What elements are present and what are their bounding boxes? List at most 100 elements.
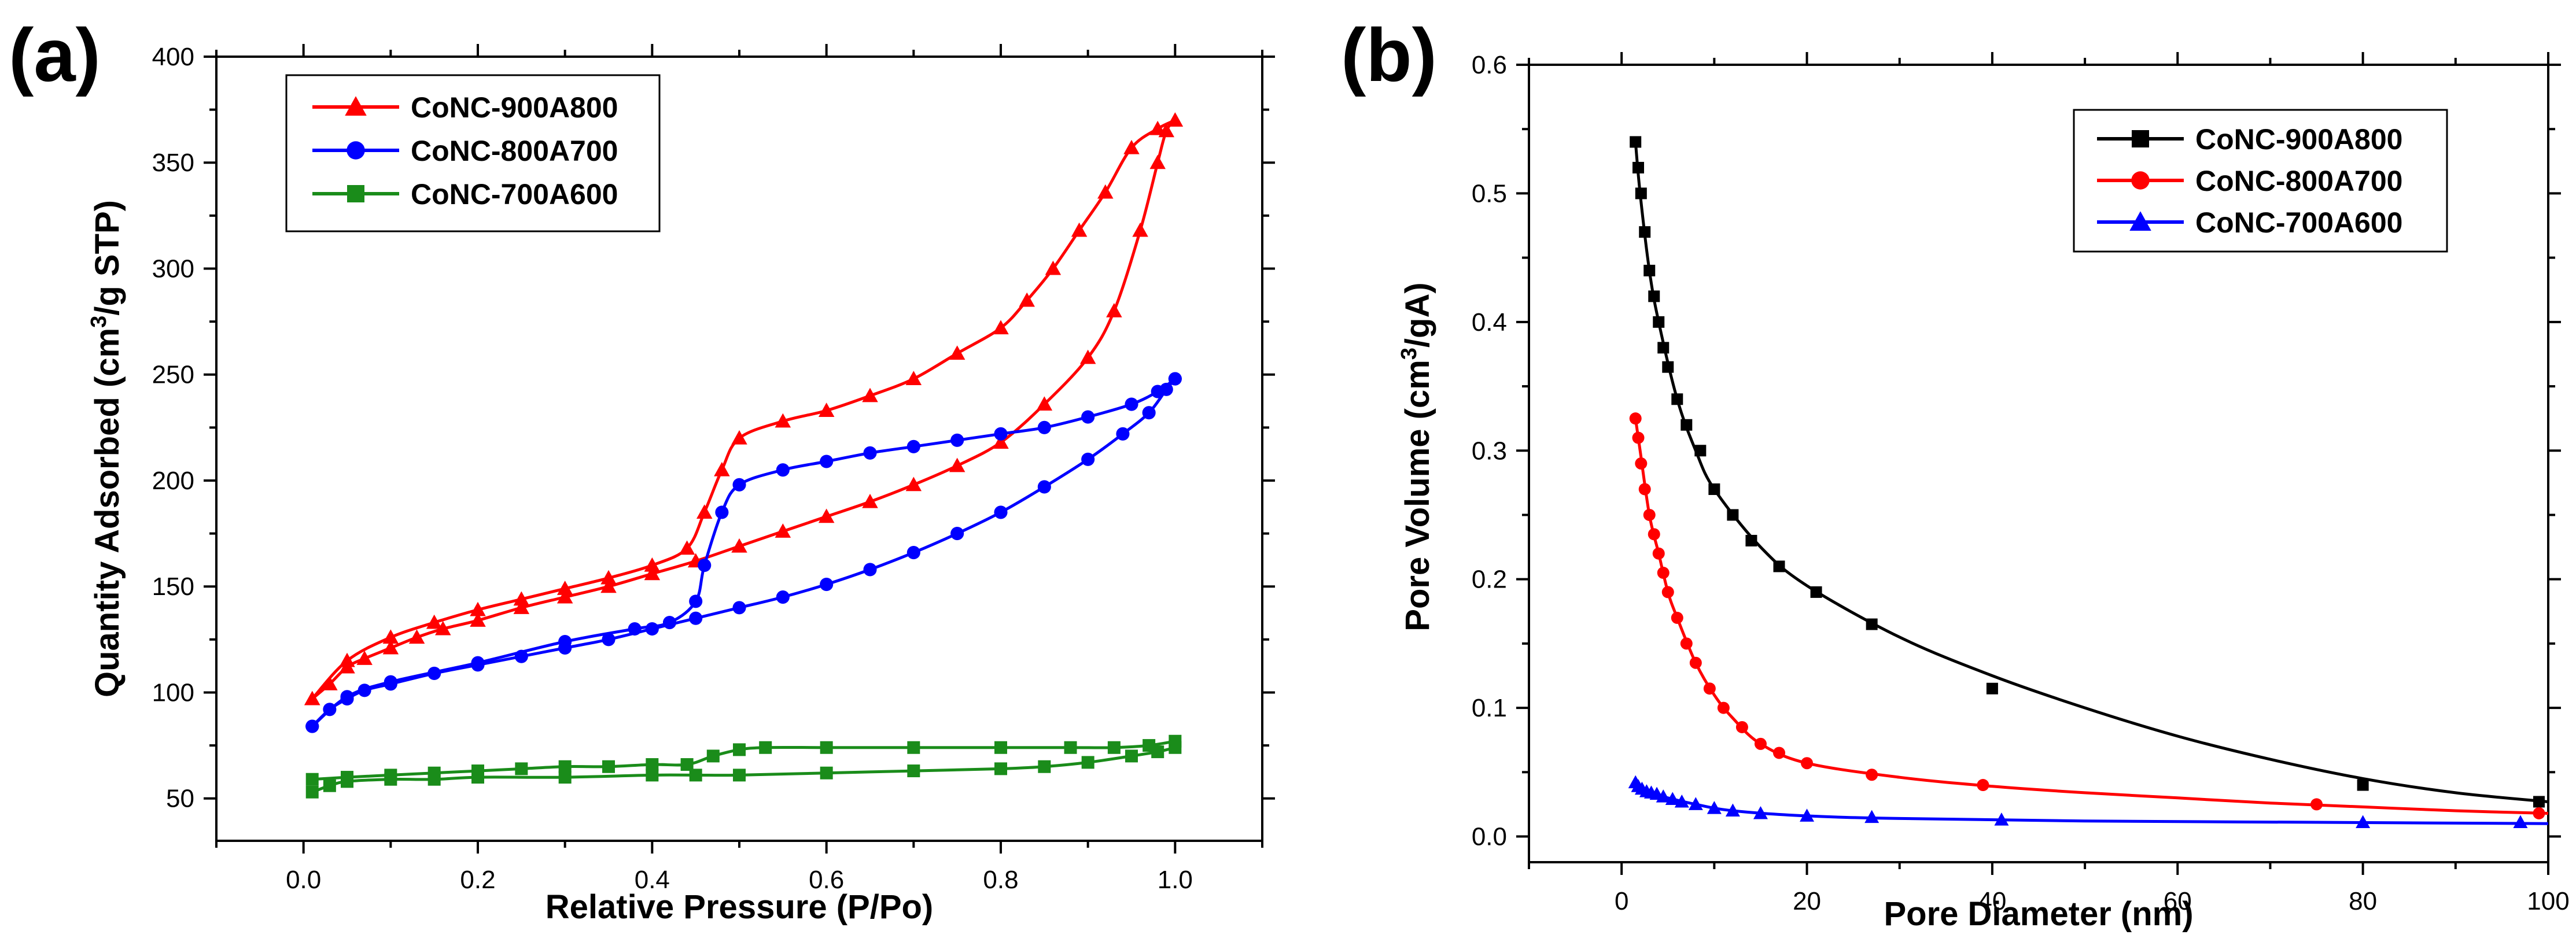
a-series-0-point (862, 493, 878, 508)
b-series-0-point (1653, 316, 1665, 328)
a-series-1-point (645, 622, 659, 636)
a-series-1-point (906, 439, 920, 453)
b-series-2-point (1753, 806, 1768, 819)
panel-b-y-axis-title-main: Pore Volume (cm (1399, 360, 1436, 631)
a-series-0-point (644, 566, 661, 581)
a-series-2-point (759, 741, 772, 754)
a-series-1-point (384, 675, 397, 689)
panel-a-x-axis-title: Relative Pressure (P/Po) (546, 888, 934, 926)
a-series-0-point (600, 578, 617, 593)
b-series-2-point (1674, 794, 1689, 808)
a-series-0-point (557, 589, 573, 604)
a-series-1-point (340, 690, 354, 704)
b-series-1-point (1648, 528, 1660, 541)
a-series-0-point (426, 614, 443, 629)
a-series-0-point (1149, 154, 1166, 169)
panel-a-label: (a) (9, 13, 101, 97)
b-x-tick-label: 100 (2527, 887, 2569, 915)
b-series-1-point (1635, 457, 1648, 470)
a-series-0-point (1167, 112, 1184, 127)
b-series-1-point (1977, 779, 1989, 792)
a-series-0-point (322, 676, 338, 690)
a-series-1-point (994, 505, 1008, 519)
b-series-1-point (1680, 637, 1693, 650)
panel-a-y-axis-title: Quantity Adsorbed (cm3/g STP) (87, 200, 126, 697)
b-series-2-point (2356, 815, 2371, 829)
a-series-0-point (818, 508, 835, 523)
a-series-0-point (731, 538, 747, 553)
b-x-tick-label: 0 (1615, 887, 1628, 915)
a-series-2-point (733, 743, 746, 756)
a-series-0-point (434, 620, 451, 636)
b-legend-marker (2132, 130, 2149, 147)
panel-a-legend-items: CoNC-900A800 CoNC-800A700 CoNC-700A600 (312, 91, 618, 210)
a-series-0-point (993, 434, 1009, 449)
a-legend-marker (347, 185, 364, 202)
b-legend-marker (2131, 171, 2150, 190)
a-series-2-point (1169, 734, 1182, 748)
a-series-2-point (1125, 749, 1138, 763)
a-series-0-point (679, 540, 695, 555)
a-legend-label: CoNC-900A800 (411, 91, 618, 124)
a-series-1-point (994, 427, 1008, 441)
b-series-2 (1628, 775, 2549, 829)
b-series-2-point (1800, 808, 1815, 822)
b-series-2-point (1665, 792, 1680, 806)
b-series-0-point (1639, 226, 1651, 238)
a-series-0-point (1106, 303, 1122, 317)
a-series-1 (305, 372, 1182, 733)
a-series-1-point (776, 463, 790, 477)
b-series-0-point (1773, 560, 1785, 572)
a-series-0-point (1019, 292, 1035, 307)
b-series-0-point (1662, 361, 1674, 373)
a-series-1-adsorption-line (311, 378, 1177, 727)
b-series-1-point (2533, 807, 2545, 819)
a-y-tick-label: 400 (152, 43, 194, 71)
a-series-0-point (775, 413, 791, 428)
a-series-2-point (680, 758, 694, 771)
a-x-tick-label: 0.4 (635, 866, 670, 894)
panel-a-y-axis-title-main: Quantity Adsorbed (cm (89, 328, 126, 697)
a-series-1-point (820, 455, 834, 468)
b-y-tick-label: 0.1 (1472, 694, 1507, 722)
a-series-2-point (907, 764, 920, 778)
a-series-1-point (689, 611, 703, 625)
b-series-2-point (1994, 812, 2009, 826)
a-y-tick-label: 250 (152, 361, 194, 389)
a-y-tick-label: 350 (152, 149, 194, 177)
a-series-1-point (1116, 427, 1130, 441)
a-series-0-point (513, 591, 530, 606)
a-series-1-point (698, 559, 712, 572)
a-series-0-point (862, 387, 878, 402)
b-series-1-point (1689, 656, 1702, 669)
a-series-2-point (646, 758, 659, 771)
a-series-2-point (558, 760, 572, 773)
a-series-0-point (818, 402, 835, 418)
b-series-0-point (1681, 419, 1693, 431)
a-x-tick-label: 0.8 (983, 866, 1018, 894)
b-x-tick-label: 80 (2349, 887, 2377, 915)
b-legend-label: CoNC-900A800 (2195, 123, 2402, 156)
panel-a-series (304, 112, 1184, 799)
a-series-2-point (305, 773, 319, 786)
b-series-1 (1629, 412, 2549, 819)
a-series-2-point (384, 769, 397, 782)
a-series-2-point (820, 741, 833, 754)
b-x-tick-label: 20 (1793, 887, 1821, 915)
a-legend-label: CoNC-800A700 (411, 135, 618, 167)
panel-b-y-axis-title-superscript: 3 (1397, 348, 1421, 360)
a-series-1-point (820, 578, 834, 592)
a-x-tick-label: 0.2 (460, 866, 495, 894)
a-series-2-point (646, 769, 659, 782)
b-series-1-point (1661, 586, 1674, 599)
b-x-tick-label: 40 (1978, 887, 2006, 915)
b-series-1-point (1652, 547, 1665, 560)
a-series-1-point (1168, 372, 1182, 386)
panel-a-y-axis-title-unit: /g STP) (89, 200, 126, 316)
a-series-0-point (339, 652, 355, 667)
b-series-1-point (1866, 769, 1878, 781)
a-series-0-point (1036, 396, 1053, 411)
a-series-0-point (905, 476, 922, 492)
panel-b-y-axis-title: Pore Volume (cm3/gA) (1397, 282, 1436, 631)
a-series-2-point (471, 764, 484, 778)
